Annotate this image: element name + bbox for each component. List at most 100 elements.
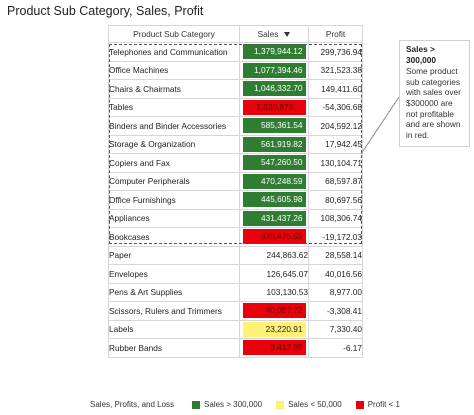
callout-title: Sales > 300,000 [406,44,436,65]
table-row[interactable]: Scissors, Rulers and Trimmers 40,087.72 -3… [108,301,363,321]
table-row[interactable]: Office Furnishings 445,605.98 80,697.56 [108,190,363,210]
category-cell: Labels [108,319,240,339]
legend-label: Sales < 50,000 [288,400,342,409]
legend-label: Sales > 300,000 [204,400,263,409]
table-row[interactable]: Labels 23,220.91 7,330.40 [108,319,363,339]
sales-cell: 23,220.91 [239,319,309,339]
table-row[interactable]: Rubber Bands 8,412.39 -6.17 [108,338,363,358]
profit-cell: 80,697.56 [308,190,363,210]
sales-cell: 547,260.50 [239,153,309,173]
sort-descending-icon[interactable] [284,32,291,38]
sales-cell: 126,645.07 [239,264,309,284]
table-row[interactable]: Copiers and Fax 547,260.50 130,104.71 [108,153,363,173]
profit-cell: 108,306.74 [308,208,363,228]
sales-cell: 1,046,332.70 [239,79,309,99]
legend-swatch [355,400,364,409]
sales-cell: 1,030,879.... [239,97,309,117]
table-row[interactable]: Telephones and Communication 1,379,944.12… [108,42,363,62]
sales-cell: 370,475.59 [239,227,309,247]
category-cell: Envelopes [108,264,240,284]
sales-profit-table: Product Sub Category Sales Profit Teleph… [108,25,363,358]
profit-cell: -54,306.68 [308,97,363,117]
category-cell: Office Furnishings [108,190,240,210]
category-cell: Appliances [108,208,240,228]
sales-cell: 1,379,944.12 [239,42,309,62]
category-cell: Telephones and Communication [108,42,240,62]
sales-cell: 1,077,394.46 [239,60,309,80]
legend-item-sales-over-300000: Sales > 300,000 [192,400,262,409]
table-row[interactable]: Bookcases 370,475.59 -19,172.03 [108,227,363,247]
category-cell: Scissors, Rulers and Trimmers [108,301,240,321]
profit-cell: 299,736.94 [308,42,363,62]
sales-cell: 244,863.62 [239,245,309,265]
table-row[interactable]: Chairs & Chairmats 1,046,332.70 149,411.60 [108,79,363,99]
profit-cell: 321,523.38 [308,60,363,80]
category-cell: Office Machines [108,60,240,80]
column-header-sales[interactable]: Sales [239,25,309,43]
sales-value: 470,248.59 [242,173,306,189]
column-header-sales-label: Sales [257,29,279,39]
table-row[interactable]: Pens & Art Supplies 103,130.53 8,977.00 [108,282,363,302]
profit-cell: 68,597.87 [308,171,363,191]
legend-item-profit-under-1: Profit < 1 [355,400,400,409]
legend-swatch [276,400,285,409]
profit-cell: 149,411.60 [308,79,363,99]
header-row: Product Sub Category Sales Profit [108,25,363,43]
category-cell: Chairs & Chairmats [108,79,240,99]
sales-value: 23,220.91 [242,321,306,337]
sales-cell: 103,130.53 [239,282,309,302]
sales-cell: 431,437.26 [239,208,309,228]
sales-value: 431,437.26 [242,210,306,226]
profit-cell: 7,330.40 [308,319,363,339]
sales-cell: 470,248.59 [239,171,309,191]
table-row[interactable]: Computer Peripherals 470,248.59 68,597.87 [108,171,363,191]
sales-cell: 585,361.54 [239,116,309,136]
table-row[interactable]: Storage & Organization 561,919.82 17,942.4… [108,134,363,154]
table-row[interactable]: Envelopes 126,645.07 40,016.56 [108,264,363,284]
sales-value: 547,260.50 [242,155,306,171]
column-header-category-label: Product Sub Category [133,29,215,39]
table-row[interactable]: Paper 244,863.62 28,558.14 [108,245,363,265]
legend-swatch [192,400,201,409]
legend-item-sales-under-50000: Sales < 50,000 [276,400,342,409]
table-row[interactable]: Binders and Binder Accessories 585,361.54… [108,116,363,136]
category-cell: Binders and Binder Accessories [108,116,240,136]
sales-value: 585,361.54 [242,118,306,134]
legend: Sales, Profits, and Loss Sales > 300,000… [90,400,400,409]
profit-cell: 8,977.00 [308,282,363,302]
sales-value: 1,379,944.12 [242,44,306,60]
page-title: Product Sub Category, Sales, Profit [7,4,204,18]
sales-cell: 445,605.98 [239,190,309,210]
profit-cell: 130,104.71 [308,153,363,173]
category-cell: Rubber Bands [108,338,240,358]
category-cell: Bookcases [108,227,240,247]
category-cell: Copiers and Fax [108,153,240,173]
category-cell: Pens & Art Supplies [108,282,240,302]
profit-cell: 204,592.12 [308,116,363,136]
table-row[interactable]: Appliances 431,437.26 108,306.74 [108,208,363,228]
profit-cell: 40,016.56 [308,264,363,284]
profit-cell: 28,558.14 [308,245,363,265]
sales-value: 1,077,394.46 [242,62,306,78]
table-row[interactable]: Tables 1,030,879.... -54,306.68 [108,97,363,117]
legend-label: Profit < 1 [367,400,400,409]
sales-value: 561,919.82 [242,136,306,152]
sales-value: 370,475.59 [242,229,306,245]
sales-value: 1,030,879.... [242,99,306,115]
sales-value: 1,046,332.70 [242,81,306,97]
category-cell: Tables [108,97,240,117]
table-row[interactable]: Office Machines 1,077,394.46 321,523.38 [108,60,363,80]
sales-value: 445,605.98 [242,192,306,208]
column-header-profit-label: Profit [325,29,346,39]
annotation-callout: Sales > 300,000 Some product sub categor… [399,40,470,147]
column-header-category[interactable]: Product Sub Category [108,25,240,43]
category-cell: Computer Peripherals [108,171,240,191]
category-cell: Storage & Organization [108,134,240,154]
sales-cell: 561,919.82 [239,134,309,154]
profit-cell: -19,172.03 [308,227,363,247]
profit-cell: -6.17 [308,338,363,358]
callout-body: Some product sub categories with sales o… [406,66,461,140]
legend-title: Sales, Profits, and Loss [90,400,175,409]
column-header-profit[interactable]: Profit [308,25,363,43]
profit-cell: 17,942.45 [308,134,363,154]
